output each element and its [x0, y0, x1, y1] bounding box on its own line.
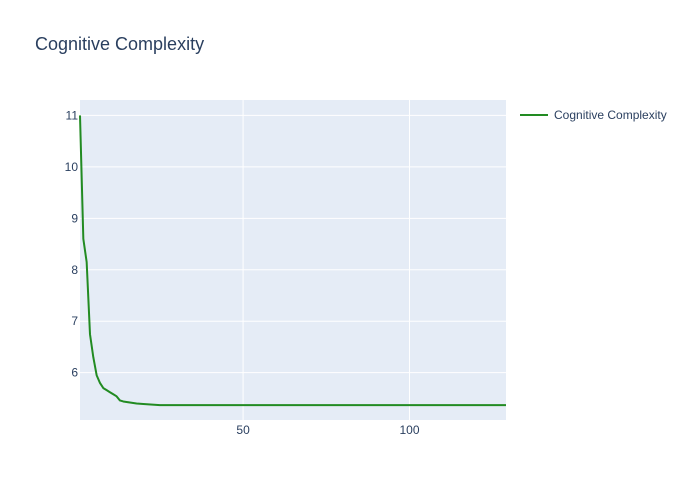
y-tick-label: 8: [71, 263, 78, 277]
y-tick-label: 11: [66, 108, 79, 122]
plot-area: [80, 100, 506, 420]
series-lines: [79, 115, 506, 407]
chart-title: Cognitive Complexity: [35, 34, 204, 54]
y-tick-label: 6: [71, 366, 78, 380]
y-tick-label: 7: [71, 314, 78, 328]
grid: [80, 100, 506, 420]
tick-labels: 6 7 8 9 10 11 50 100: [65, 108, 420, 437]
x-tick-label: 50: [236, 423, 250, 437]
legend[interactable]: Cognitive Complexity: [520, 108, 667, 122]
legend-label[interactable]: Cognitive Complexity: [554, 108, 667, 122]
series-line: [79, 115, 506, 407]
y-tick-label: 10: [65, 160, 79, 174]
y-tick-label: 9: [71, 211, 78, 225]
x-tick-label: 100: [399, 423, 419, 437]
